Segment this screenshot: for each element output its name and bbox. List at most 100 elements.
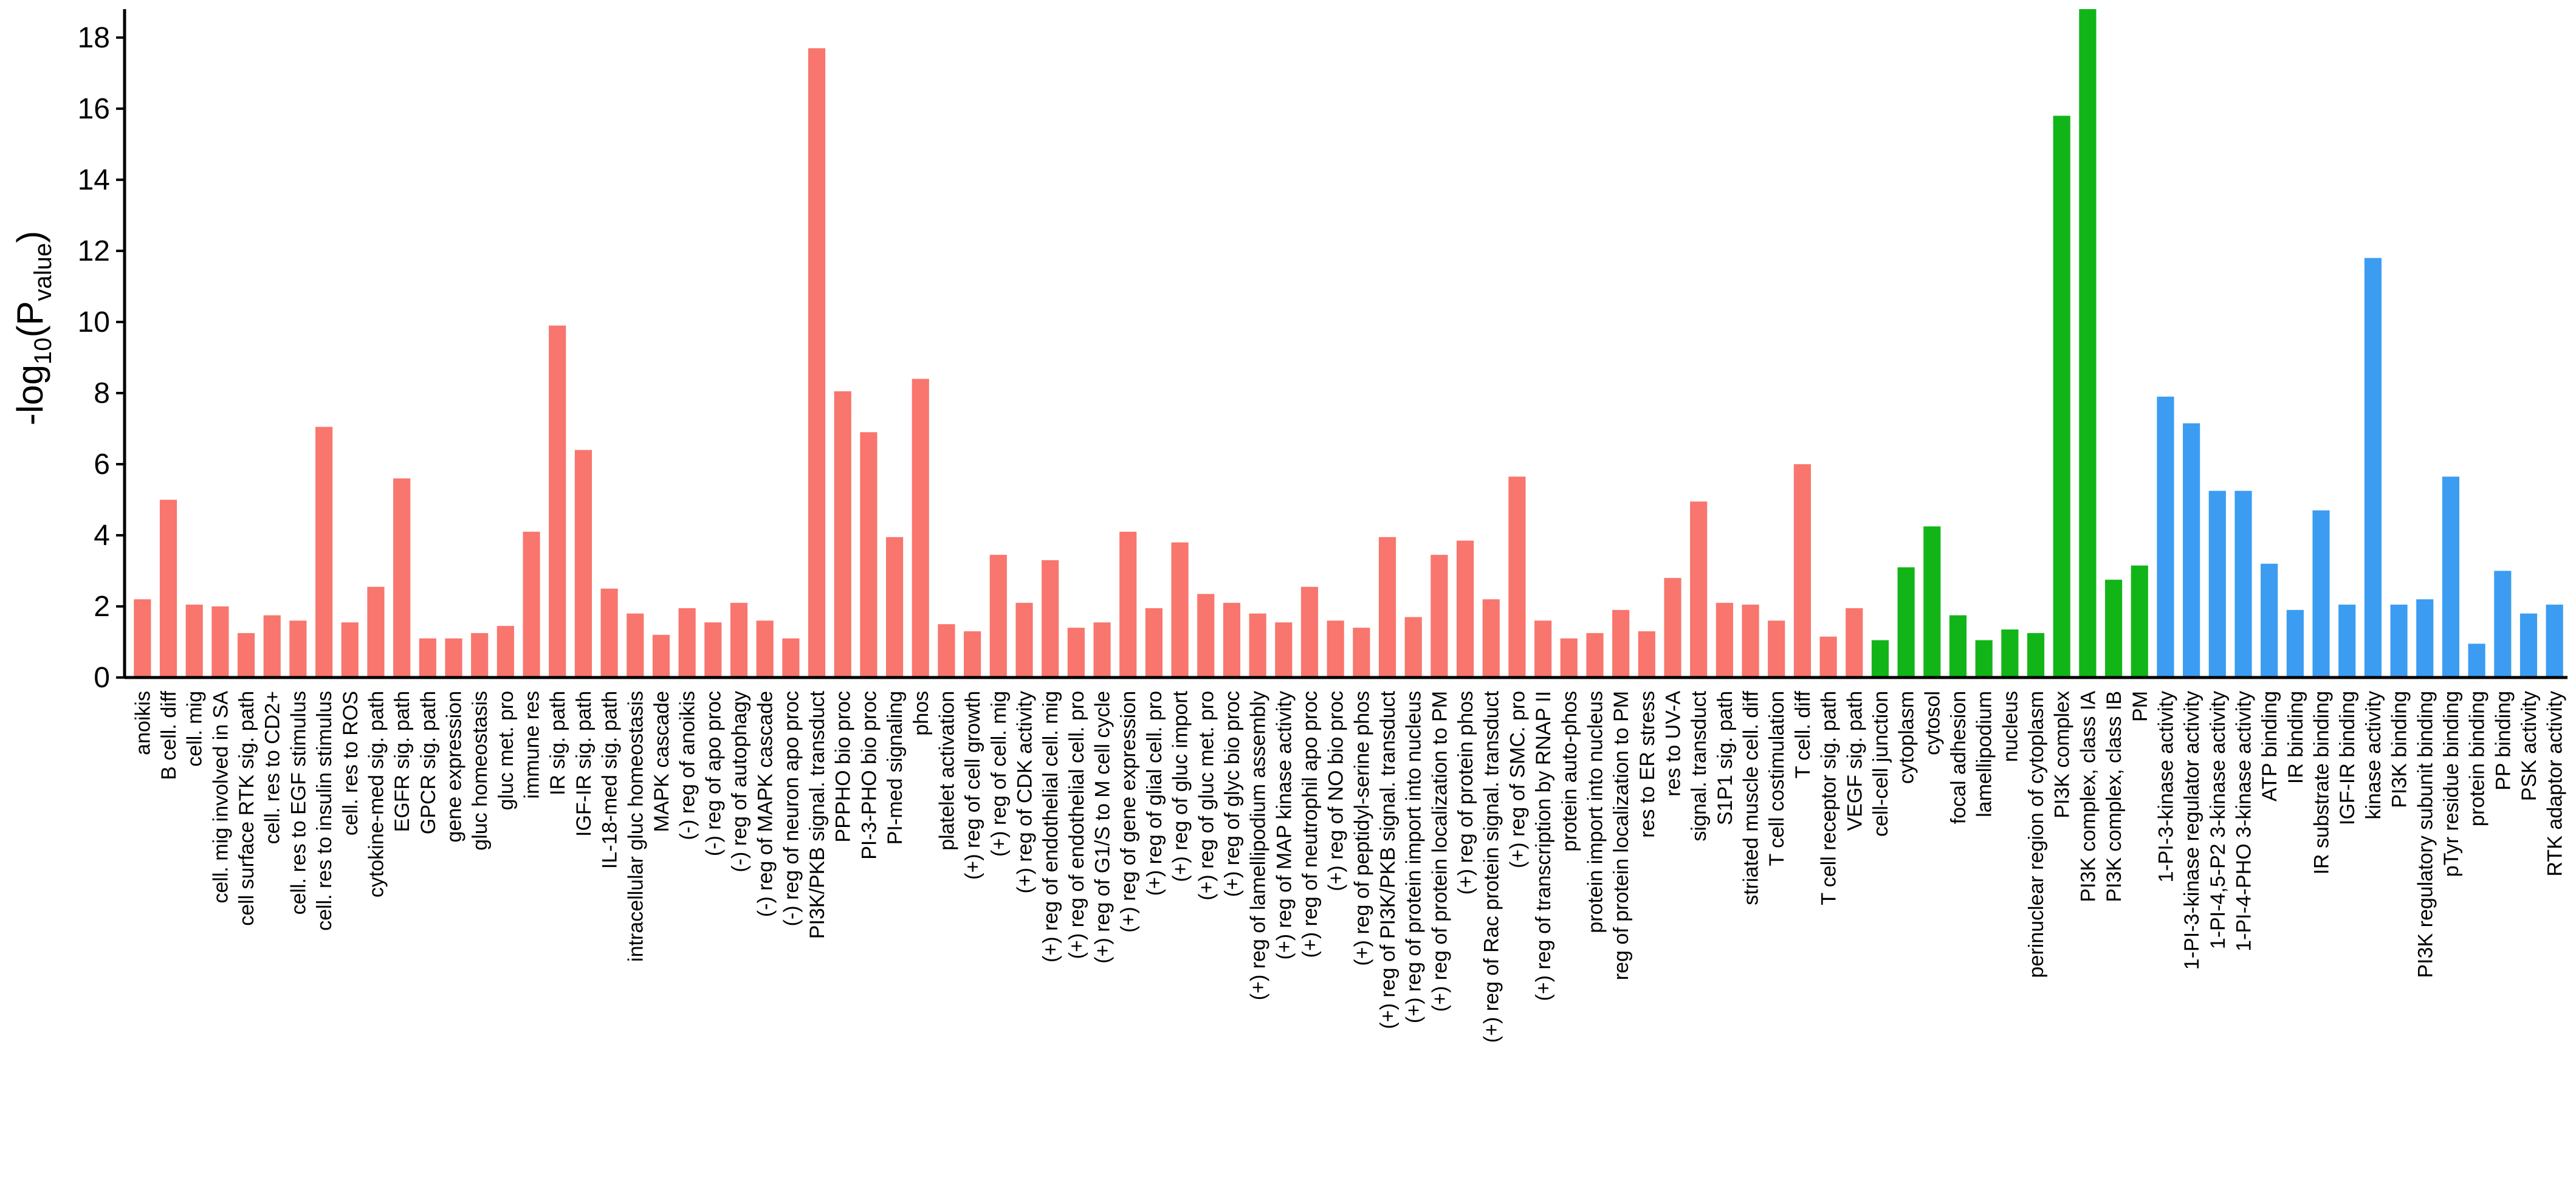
bar xyxy=(1742,605,1759,677)
x-tick-label: (+) reg of protein localization to PM xyxy=(1428,691,1451,1012)
bar xyxy=(419,638,436,677)
bar xyxy=(756,620,774,677)
x-tick-label: focal adhesion xyxy=(1947,691,1970,824)
bar xyxy=(1664,578,1681,677)
x-tick-label: (+) reg of cell growth xyxy=(961,691,984,880)
x-tick-label: cytosol xyxy=(1921,691,1944,755)
x-tick-label: cytoplasm xyxy=(1895,691,1918,784)
bar xyxy=(445,638,462,677)
x-tick-label: (+) reg of glial cell. pro xyxy=(1143,691,1166,896)
bar xyxy=(1846,608,1863,677)
x-tick-label: PSK activity xyxy=(2518,691,2541,801)
bar xyxy=(1300,586,1319,677)
x-tick-label: cell. mig xyxy=(184,691,207,767)
bar-series xyxy=(134,9,2563,678)
bar xyxy=(834,391,851,677)
bar xyxy=(652,634,670,677)
x-tick-label: (+) reg of gluc import xyxy=(1169,690,1192,882)
x-tick-label: 1-PI-3-kinase regulator activity xyxy=(2180,691,2203,970)
x-tick-label: MAPK cascade xyxy=(650,691,673,832)
bar xyxy=(2312,510,2330,677)
bar xyxy=(496,626,514,677)
bar xyxy=(600,588,618,677)
bar xyxy=(1923,526,1941,677)
bar xyxy=(730,603,748,677)
x-tick-label: PI3K complex, class IA xyxy=(2076,691,2100,902)
bar xyxy=(574,450,592,677)
bar xyxy=(1456,540,1474,677)
y-axis-title-paren-open: (P xyxy=(10,301,50,338)
x-tick-label: res to UV-A xyxy=(1662,691,1685,797)
y-axis-title-sub-value: value xyxy=(30,243,57,301)
x-tick-label: cell. res to insulin stimulus xyxy=(313,691,336,931)
bar xyxy=(1638,631,1655,677)
bar xyxy=(782,638,800,677)
bar xyxy=(1975,640,1993,677)
bar xyxy=(1819,636,1837,677)
x-tick-label: protein auto-phos xyxy=(1558,691,1581,852)
bar xyxy=(2001,629,2019,677)
x-tick-label: signal. transduct xyxy=(1688,690,1711,841)
bar xyxy=(2468,643,2485,677)
bar xyxy=(2416,599,2434,677)
x-tick-label: IGF-IR sig. path xyxy=(572,691,596,837)
x-tick-label: (+) reg of endothelial cell. mig xyxy=(1039,691,1062,962)
x-tick-label: (+) reg of NO bio proc xyxy=(1325,691,1348,891)
bar xyxy=(1716,603,1733,677)
x-tick-label: ATP binding xyxy=(2258,691,2281,801)
x-tick-label: reg of protein localization to PM xyxy=(1610,691,1633,980)
bar xyxy=(1404,617,1422,677)
bar xyxy=(678,608,696,677)
x-tick-label: (+) reg of lamellipodium assembly xyxy=(1247,691,1270,1000)
bar xyxy=(1015,603,1033,677)
bar xyxy=(134,599,151,677)
x-tick-label: cell. res to CD2+ xyxy=(261,691,284,844)
bar xyxy=(1768,620,1785,677)
bar xyxy=(471,633,489,677)
x-tick-label: immune res xyxy=(521,691,544,799)
x-tick-label: (+) reg of cell. mig xyxy=(987,691,1011,857)
x-tick-label: (+) reg of MAP kinase activity xyxy=(1273,691,1296,959)
bar xyxy=(393,478,411,677)
y-tick-label: 14 xyxy=(78,164,110,196)
x-tick-label: kinase activity xyxy=(2362,691,2385,820)
bar xyxy=(1897,567,1915,677)
bar xyxy=(2234,490,2252,677)
x-tick-label: B cell. diff xyxy=(157,690,180,780)
y-axis-title-sub-10: 10 xyxy=(30,338,57,365)
bar xyxy=(1612,609,1630,677)
y-tick-label: 2 xyxy=(94,591,110,623)
bar xyxy=(1482,599,1500,677)
x-tick-label: T cell costimulation xyxy=(1765,691,1788,866)
y-tick-label: 8 xyxy=(94,377,110,410)
y-tick-label: 16 xyxy=(78,93,110,125)
y-axis: 0 2 4 6 8 10 12 14 16 18 xyxy=(78,22,125,694)
x-tick-label: phos xyxy=(910,691,933,736)
x-tick-label: perinuclear region of cytoplasm xyxy=(2025,691,2048,978)
bar xyxy=(1560,638,1578,677)
y-tick-label: 10 xyxy=(78,306,110,338)
bar xyxy=(341,622,359,677)
x-tick-label: cytokine-med sig. path xyxy=(365,691,388,897)
bar xyxy=(2131,565,2148,677)
x-tick-label: protein binding xyxy=(2466,691,2489,826)
x-tick-label: PI3K complex xyxy=(2051,691,2074,818)
x-tick-label: VEGF sig. path xyxy=(1843,691,1866,831)
bar xyxy=(704,622,722,677)
y-tick-label: 0 xyxy=(94,662,110,694)
bar xyxy=(1223,603,1241,677)
x-tick-label: PM xyxy=(2129,691,2152,722)
x-tick-label: 1-PI-4-PHO 3-kinase activity xyxy=(2232,691,2255,952)
bar xyxy=(2079,9,2097,677)
bar xyxy=(1093,622,1111,677)
y-tick-label: 12 xyxy=(78,235,110,267)
bar xyxy=(2494,571,2512,677)
x-tick-label: (+) reg of gluc met. pro xyxy=(1195,691,1218,900)
bar xyxy=(1871,640,1889,677)
x-tick-label: 1-PI-3-kinase activity xyxy=(2154,691,2177,883)
bar xyxy=(1353,628,1370,677)
x-tick-label: anoikis xyxy=(131,691,154,755)
bar xyxy=(2338,605,2356,677)
x-tick-label: (+) reg of SMC. pro xyxy=(1506,691,1529,868)
x-tick-label: cell. res to ROS xyxy=(339,691,362,835)
